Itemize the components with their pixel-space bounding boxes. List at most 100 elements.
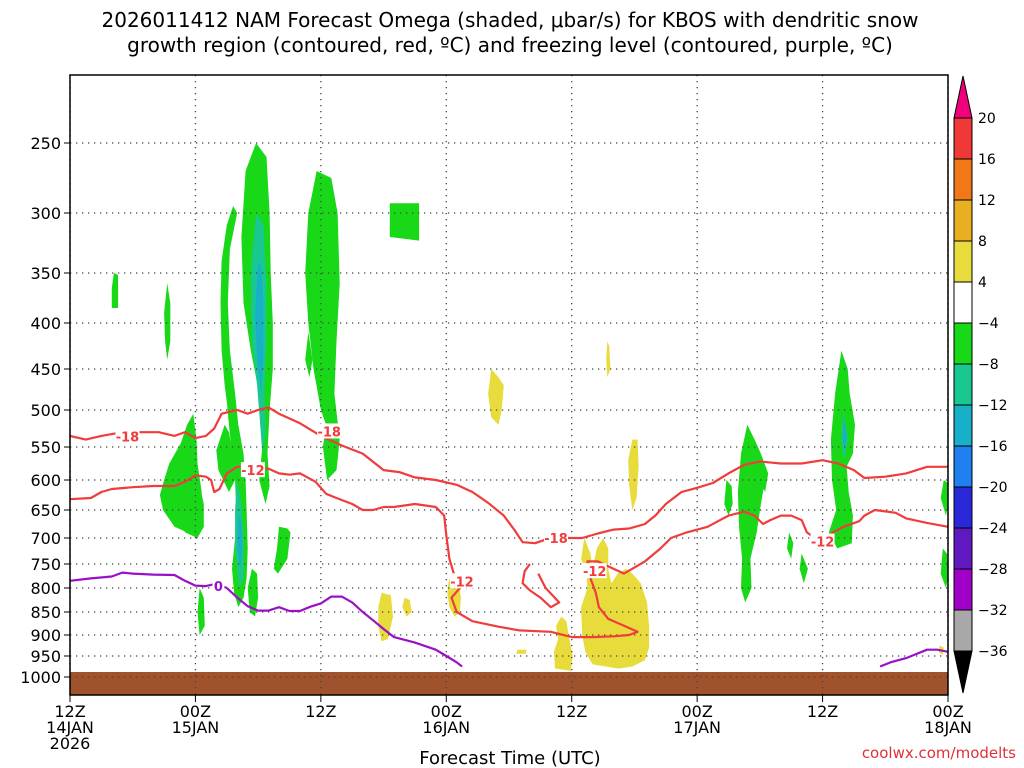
freezing-level-line-2 — [879, 648, 949, 668]
dsg-contour-0 — [69, 406, 948, 545]
omega-region-12 — [197, 588, 205, 635]
dsg-label-bg-4 — [449, 573, 474, 589]
colorbar-label-0: 20 — [978, 111, 996, 127]
chart-title-line1: 2026011412 NAM Forecast Omega (shaded, μ… — [102, 8, 919, 32]
ytick-label-900: 900 — [30, 626, 61, 645]
dendritic-growth-contours — [69, 406, 949, 639]
colorbar-label-2: 12 — [978, 193, 996, 209]
omega-region-6 — [111, 273, 119, 308]
omega-region-25 — [237, 515, 243, 569]
omega-region-31 — [402, 597, 412, 617]
colorbar: 20 16 12 8 4 −4 −8 −12 −16 −20 −24 −28 −32 −36 — [953, 75, 1008, 694]
colorbar-label-8: −16 — [978, 439, 1008, 455]
colorbar-label-1: 16 — [978, 152, 996, 168]
omega-region-26 — [842, 417, 847, 451]
ytick-label-700: 700 — [30, 529, 61, 548]
ytick-label-800: 800 — [30, 579, 61, 598]
colorbar-swatch-4 — [953, 240, 973, 283]
omega-region-15 — [724, 480, 733, 516]
omega-region-30 — [378, 592, 393, 642]
ytick-label-850: 850 — [30, 603, 61, 622]
omega-region-28 — [606, 341, 611, 378]
colorbar-under-triangle — [953, 650, 973, 694]
y-axis: 250 300 350 400 450 500 550 600 650 700 750 800 850 9… — [20, 134, 70, 687]
freezing-level-contours — [69, 571, 949, 668]
xtick-label-0-1: 12Z — [54, 702, 85, 721]
dsg-label-1: -12 — [241, 464, 265, 479]
omega-region-14 — [758, 453, 769, 492]
colorbar-label-3: 8 — [978, 234, 987, 250]
xtick-label-60-2: 17JAN — [673, 718, 721, 737]
xtick-label-36-1: 00Z — [431, 702, 462, 721]
omega-region-34 — [553, 616, 573, 671]
dsg-label-bg-6 — [810, 533, 835, 549]
x-axis-label: Forecast Time (UTC) — [419, 748, 600, 768]
omega-region-19 — [940, 480, 948, 516]
chart-title-line2: growth region (contoured, red, ºC) and f… — [127, 33, 893, 57]
dsg-label-4: -12 — [450, 575, 474, 590]
colorbar-label-4: 4 — [978, 275, 987, 291]
xtick-label-36-2: 16JAN — [422, 718, 470, 737]
omega-region-7 — [305, 171, 340, 480]
omega-region-16 — [787, 532, 794, 559]
colorbar-label-13: −36 — [978, 644, 1008, 660]
omega-region-17 — [799, 553, 808, 584]
colorbar-label-6: −8 — [978, 357, 999, 373]
colorbar-swatch-10 — [953, 486, 973, 529]
colorbar-label-5: −4 — [978, 316, 999, 332]
colorbar-label-7: −12 — [978, 398, 1008, 414]
dsg-label-3: -18 — [544, 532, 568, 547]
ytick-label-650: 650 — [30, 501, 61, 520]
colorbar-label-11: −28 — [978, 562, 1008, 578]
dsg-label-bg-2 — [317, 423, 342, 439]
omega-region-33 — [516, 649, 527, 654]
colorbar-swatch-8 — [953, 404, 973, 447]
xtick-label-72-1: 12Z — [807, 702, 838, 721]
colorbar-swatch-3 — [953, 199, 973, 242]
colorbar-swatch-2 — [953, 158, 973, 201]
omega-region-27 — [488, 369, 504, 425]
omega-region-24 — [255, 261, 264, 394]
ytick-label-550: 550 — [30, 438, 61, 457]
omega-region-8 — [389, 203, 420, 241]
ytick-label-350: 350 — [30, 264, 61, 283]
omega-region-18 — [828, 350, 855, 549]
dsg-label-bg-0 — [115, 428, 140, 444]
colorbar-swatch-13 — [953, 609, 973, 652]
plot-frame — [69, 74, 949, 696]
dsg-label-6: -12 — [811, 536, 835, 551]
ytick-label-250: 250 — [30, 134, 61, 153]
colorbar-swatch-5 — [953, 281, 973, 324]
dsg-label-bg-5 — [582, 563, 607, 579]
colorbar-swatch-9 — [953, 445, 973, 488]
freezing-level-line — [69, 571, 463, 668]
colorbar-label-10: −24 — [978, 521, 1008, 537]
credit-text: coolwx.com/modelts — [862, 744, 1016, 762]
terrain-ground — [70, 672, 948, 695]
ytick-label-450: 450 — [30, 360, 61, 379]
omega-region-5 — [164, 283, 171, 360]
ytick-label-500: 500 — [30, 401, 61, 420]
xtick-label-84-1: 00Z — [932, 702, 963, 721]
colorbar-over-triangle — [953, 75, 973, 119]
dsg-contour-1 — [69, 465, 949, 639]
colorbar-swatch-12 — [953, 568, 973, 611]
dsg-label-bg-1 — [240, 462, 265, 478]
dsg-contour-2 — [521, 563, 561, 609]
dsg-label-5: -12 — [583, 565, 607, 580]
omega-region-35 — [581, 538, 650, 669]
dsg-label-0: -18 — [116, 431, 140, 446]
xtick-label-84-2: 18JAN — [924, 718, 972, 737]
colorbar-label-12: −32 — [978, 603, 1008, 619]
ytick-label-300: 300 — [30, 204, 61, 223]
xtick-label-48-1: 12Z — [556, 702, 587, 721]
colorbar-swatch-11 — [953, 527, 973, 570]
omega-region-9 — [273, 526, 291, 574]
xtick-label-24-1: 12Z — [305, 702, 336, 721]
xtick-label-0-2: 14JAN — [46, 718, 94, 737]
colorbar-swatch-6 — [953, 322, 973, 365]
dsg-label-2: -18 — [317, 425, 341, 440]
omega-region-2 — [216, 424, 236, 492]
